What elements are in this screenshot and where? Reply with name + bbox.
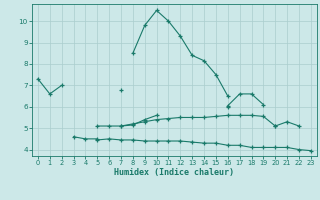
X-axis label: Humidex (Indice chaleur): Humidex (Indice chaleur) [115,168,234,177]
